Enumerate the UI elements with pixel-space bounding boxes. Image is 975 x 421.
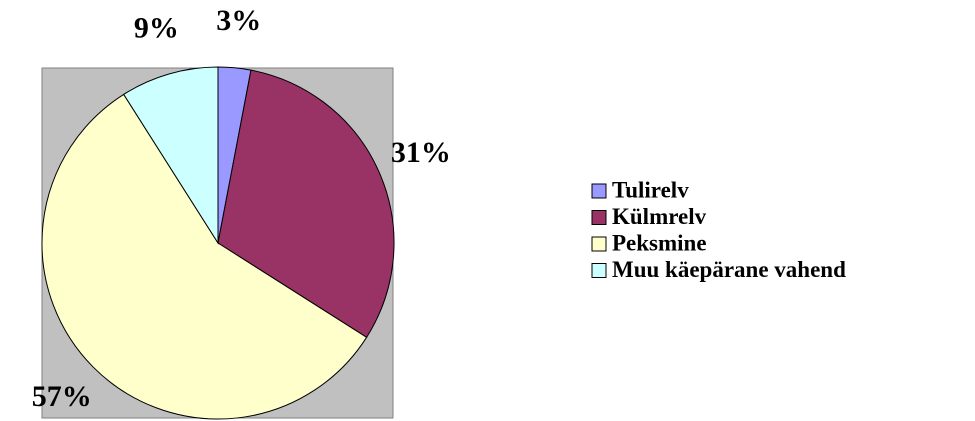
legend-swatch	[591, 236, 607, 252]
pie-slice	[123, 66, 219, 245]
data-label: 31%	[391, 136, 451, 169]
data-label: 9%	[134, 12, 179, 45]
legend-swatch	[591, 263, 607, 278]
legend-swatch	[591, 183, 607, 199]
legend-label: Muu käepärane vahend	[612, 257, 846, 282]
legend-label: Peksmine	[612, 230, 707, 255]
legend-swatch	[591, 210, 607, 225]
legend-label: Tulirelv	[612, 177, 689, 202]
data-label: 3%	[216, 4, 261, 37]
data-label: 57%	[32, 380, 92, 413]
pie-slice	[41, 93, 368, 420]
legend-label: Külmrelv	[612, 204, 707, 229]
